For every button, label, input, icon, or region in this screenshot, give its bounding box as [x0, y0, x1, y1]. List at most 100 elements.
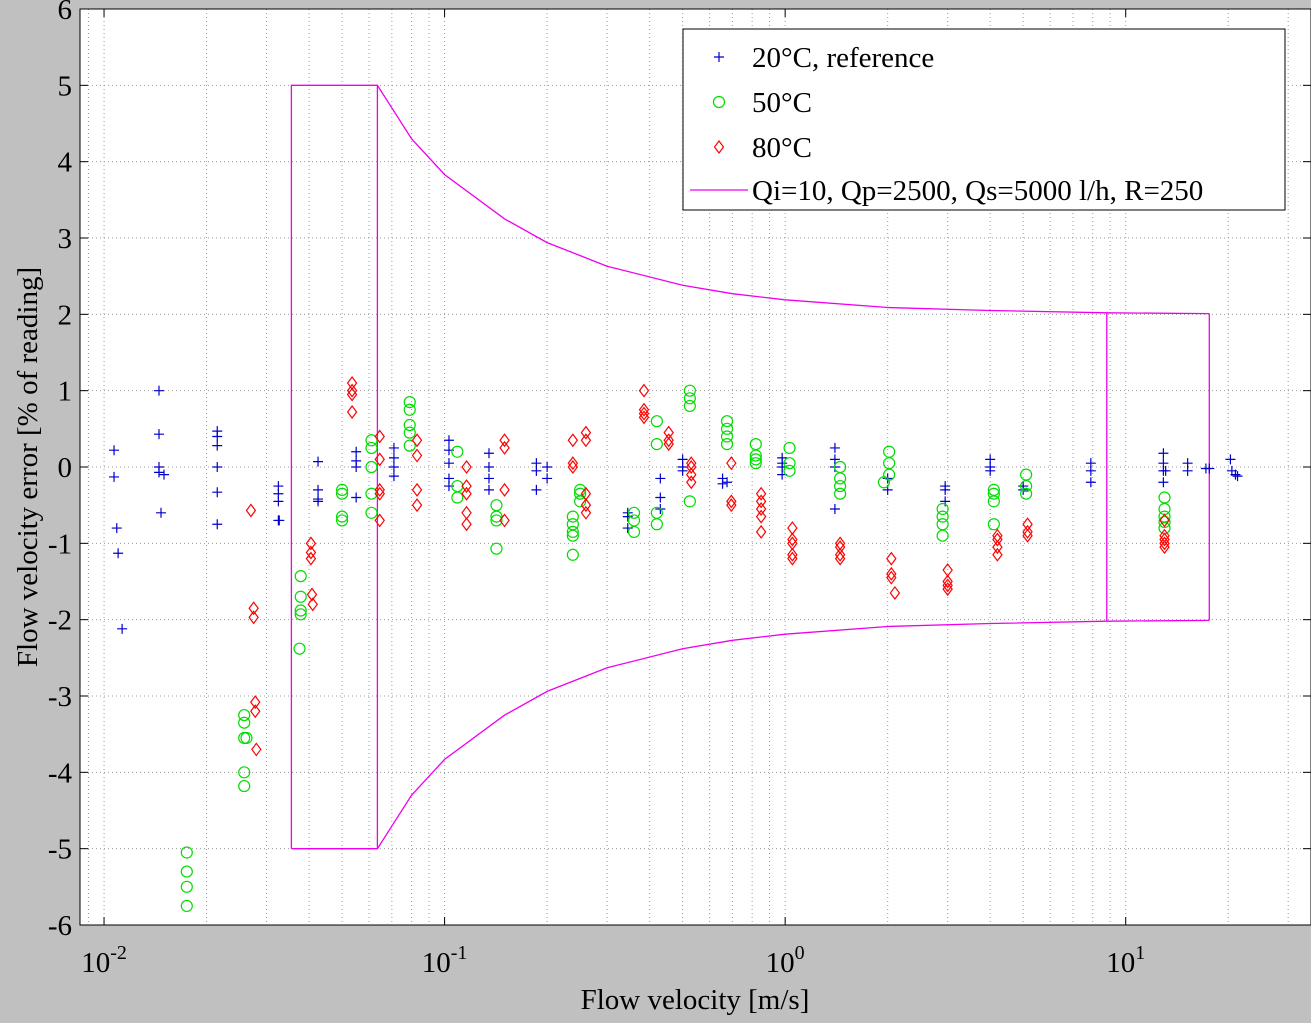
- point-20c-reference: [1160, 465, 1171, 476]
- point-80c: [305, 545, 317, 560]
- point-20c-reference: [212, 431, 223, 442]
- point-80c: [1022, 528, 1033, 543]
- point-50c: [720, 438, 734, 451]
- x-tick-base: 10: [1106, 947, 1135, 979]
- point-50c: [180, 865, 193, 878]
- point-50c: [180, 846, 193, 859]
- point-80c: [567, 456, 579, 471]
- point-80c: [726, 456, 737, 471]
- point-20c-reference: [388, 462, 399, 472]
- point-50c: [683, 384, 696, 397]
- y-tick-label: 2: [58, 299, 73, 331]
- point-80c: [250, 704, 261, 719]
- point-20c-reference: [717, 478, 728, 489]
- point-50c: [451, 445, 464, 458]
- limit-line: [376, 619, 1210, 850]
- point-50c: [335, 483, 349, 496]
- point-20c-reference: [212, 462, 223, 472]
- point-20c-reference: [443, 435, 454, 446]
- point-20c-reference: [109, 471, 120, 482]
- point-50c: [294, 604, 307, 617]
- point-20c-reference: [159, 469, 170, 480]
- point-50c: [877, 476, 891, 489]
- point-80c: [411, 448, 423, 463]
- point-80c: [411, 498, 423, 513]
- point-50c: [749, 453, 762, 466]
- legend-box: [682, 28, 1286, 211]
- point-80c: [942, 578, 953, 593]
- point-80c: [686, 467, 697, 482]
- point-80c: [663, 437, 674, 452]
- point-50c: [365, 441, 378, 455]
- point-20c-reference: [153, 385, 164, 396]
- point-80c: [726, 498, 737, 513]
- x-tick-labels: 10-2 10-1 100 101: [81, 9, 1145, 979]
- point-50c: [365, 434, 378, 447]
- point-50c: [566, 510, 579, 523]
- legend-label-50c: 50°C: [752, 87, 812, 119]
- legend-item-limit: Qi=10, Qp=2500, Qs=5000 l/h, R=250: [690, 175, 1203, 207]
- point-80c: [567, 460, 579, 474]
- point-50c: [574, 495, 587, 508]
- point-20c-reference: [483, 484, 494, 495]
- point-50c: [936, 502, 949, 516]
- y-tick-label: -2: [48, 605, 72, 637]
- point-20c-reference: [655, 473, 666, 484]
- point-50c: [294, 570, 307, 583]
- x-tick-exponent: 0: [795, 942, 805, 964]
- point-50c: [683, 495, 696, 508]
- point-80c: [346, 387, 358, 402]
- y-tick-label: -1: [48, 528, 72, 560]
- x-tick-label: 10-1: [422, 942, 468, 979]
- point-80c: [346, 405, 358, 420]
- point-50c: [238, 708, 251, 722]
- point-20c-reference: [985, 465, 996, 476]
- point-50c: [783, 464, 796, 477]
- point-80c: [305, 536, 317, 551]
- point-50c: [720, 415, 734, 428]
- point-50c: [490, 510, 503, 523]
- point-20c-reference: [940, 484, 951, 495]
- point-50c: [180, 880, 193, 893]
- point-20c-reference: [1018, 484, 1029, 495]
- point-20c-reference: [483, 448, 494, 459]
- point-50c: [783, 441, 796, 455]
- point-80c: [499, 440, 510, 455]
- point-20c-reference: [388, 471, 399, 482]
- point-50c: [403, 396, 416, 409]
- point-80c: [755, 486, 767, 501]
- point-20c-reference: [542, 473, 553, 484]
- point-50c: [403, 403, 416, 416]
- point-50c: [294, 608, 307, 621]
- point-20c-reference: [388, 442, 399, 453]
- x-tick-base: 10: [422, 947, 451, 979]
- point-20c-reference: [117, 623, 128, 634]
- point-50c: [1020, 479, 1033, 493]
- point-80c: [992, 547, 1003, 562]
- point-20c-reference: [1232, 471, 1243, 482]
- x-tick-base: 10: [766, 947, 795, 979]
- point-80c: [638, 383, 650, 398]
- point-50c: [365, 506, 378, 519]
- point-20c-reference: [829, 442, 840, 453]
- point-50c: [834, 472, 847, 485]
- point-50c: [566, 548, 579, 561]
- point-80c: [374, 486, 385, 501]
- y-tick-labels: -6 -5 -4 -3 -2 -1 0 1 2 3 4 5 6: [48, 0, 1311, 942]
- legend-item-50c: 50°C: [712, 87, 812, 119]
- point-80c: [411, 433, 423, 448]
- point-50c: [834, 487, 847, 500]
- legend-marker-sample: [714, 52, 724, 62]
- point-80c: [1159, 540, 1170, 555]
- point-50c: [1158, 515, 1171, 529]
- legend: 20°C, reference 50°C 80°C Qi=10, Qp=2500…: [682, 28, 1286, 211]
- circle-marker-icon: [712, 95, 726, 109]
- point-80c: [461, 460, 472, 474]
- point-20c-reference: [351, 446, 362, 457]
- point-50c: [293, 642, 306, 655]
- y-tick-label: -6: [48, 910, 72, 942]
- y-tick-label: 0: [58, 452, 73, 484]
- point-80c: [251, 742, 262, 757]
- point-80c: [461, 486, 472, 501]
- legend-label-limit: Qi=10, Qp=2500, Qs=5000 l/h, R=250: [752, 175, 1203, 207]
